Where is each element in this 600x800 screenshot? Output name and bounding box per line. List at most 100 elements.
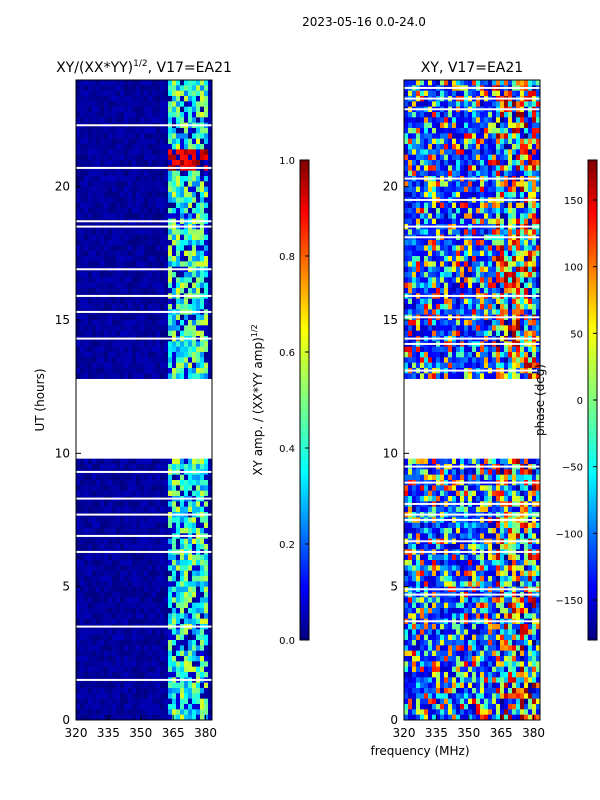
heatmap-cell — [476, 80, 481, 86]
heatmap-cell — [196, 517, 201, 523]
heatmap-cell — [532, 160, 537, 166]
heatmap-cell — [84, 640, 89, 646]
heatmap-cell — [116, 682, 121, 689]
heatmap-cell — [184, 112, 189, 118]
heatmap-cell — [156, 490, 161, 497]
heatmap-cell — [172, 618, 177, 625]
heatmap-cell — [448, 266, 453, 273]
heatmap-cell — [532, 208, 537, 214]
heatmap-cell — [76, 154, 81, 161]
heatmap-cell — [116, 373, 121, 379]
heatmap-cell — [124, 80, 129, 86]
heatmap-cell — [100, 117, 105, 123]
heatmap-cell — [148, 634, 153, 641]
heatmap-cell — [156, 528, 161, 534]
heatmap-cell — [196, 181, 201, 187]
heatmap-cell — [140, 250, 145, 257]
heatmap-cell — [208, 176, 213, 182]
heatmap-cell — [204, 106, 209, 113]
heatmap-cell — [468, 192, 473, 198]
heatmap-cell — [412, 202, 417, 209]
heatmap-cell — [512, 272, 517, 278]
heatmap-cell — [192, 133, 197, 139]
heatmap-cell — [160, 709, 165, 715]
heatmap-cell — [200, 314, 205, 321]
heatmap-cell — [144, 554, 149, 561]
heatmap-cell — [420, 144, 425, 150]
heatmap-cell — [196, 458, 201, 465]
heatmap-cell — [144, 474, 149, 481]
heatmap-cell — [92, 474, 97, 481]
heatmap-cell — [84, 458, 89, 465]
heatmap-cell — [204, 197, 209, 203]
heatmap-cell — [112, 608, 117, 614]
heatmap-cell — [496, 101, 501, 107]
heatmap-cell — [416, 128, 421, 134]
heatmap-cell — [112, 576, 117, 582]
heatmap-cell — [204, 634, 209, 641]
heatmap-cell — [156, 245, 161, 251]
heatmap-cell — [156, 298, 161, 305]
heatmap-cell — [120, 666, 125, 673]
heatmap-cell — [144, 90, 149, 97]
heatmap-cell — [404, 229, 409, 235]
heatmap-cell — [116, 245, 121, 251]
heatmap-cell — [180, 501, 185, 507]
heatmap-cell — [128, 288, 133, 294]
heatmap-cell — [208, 650, 213, 657]
heatmap-cell — [476, 261, 481, 267]
heatmap-cell — [484, 133, 489, 139]
heatmap-cell — [128, 144, 133, 150]
heatmap-cell — [488, 186, 493, 193]
heatmap-cell — [140, 277, 145, 283]
heatmap-cell — [184, 528, 189, 534]
heatmap-cell — [92, 192, 97, 198]
heatmap-cell — [536, 144, 541, 150]
heatmap-cell — [460, 282, 465, 289]
heatmap-cell — [144, 656, 149, 662]
heatmap-cell — [172, 256, 177, 262]
heatmap-cell — [128, 544, 133, 550]
heatmap-cell — [208, 213, 213, 219]
heatmap-cell — [76, 698, 81, 705]
heatmap-cell — [104, 522, 109, 529]
heatmap-cell — [444, 80, 449, 86]
heatmap-cell — [128, 608, 133, 614]
heatmap-cell — [136, 245, 141, 251]
heatmap-cell — [176, 704, 181, 710]
heatmap-cell — [84, 234, 89, 241]
heatmap-cell — [204, 256, 209, 262]
heatmap-cell — [428, 165, 433, 171]
heatmap-cell — [148, 90, 153, 97]
heatmap-cell — [512, 181, 517, 187]
heatmap-cell — [484, 192, 489, 198]
heatmap-cell — [196, 672, 201, 678]
heatmap-cell — [136, 133, 141, 139]
heatmap-cell — [156, 522, 161, 529]
heatmap-cell — [140, 458, 145, 465]
heatmap-cell — [156, 464, 161, 470]
heatmap-cell — [508, 245, 513, 251]
heatmap-cell — [124, 234, 129, 241]
heatmap-cell — [184, 80, 189, 86]
heatmap-cell — [176, 304, 181, 310]
heatmap-cell — [140, 314, 145, 321]
heatmap-cell — [144, 709, 149, 715]
heatmap-cell — [476, 112, 481, 118]
heatmap-cell — [472, 186, 477, 193]
heatmap-cell — [180, 640, 185, 646]
heatmap-cell — [176, 613, 181, 619]
heatmap-cell — [84, 714, 89, 721]
heatmap-cell — [164, 245, 169, 251]
heatmap-cell — [192, 464, 197, 470]
heatmap-cell — [204, 640, 209, 646]
heatmap-cell — [504, 192, 509, 198]
heatmap-cell — [140, 464, 145, 470]
heatmap-cell — [128, 528, 133, 534]
heatmap-cell — [408, 160, 413, 166]
heatmap-cell — [76, 672, 81, 678]
heatmap-cell — [76, 106, 81, 113]
heatmap-cell — [128, 229, 133, 235]
heatmap-cell — [528, 208, 533, 214]
heatmap-cell — [168, 186, 173, 193]
